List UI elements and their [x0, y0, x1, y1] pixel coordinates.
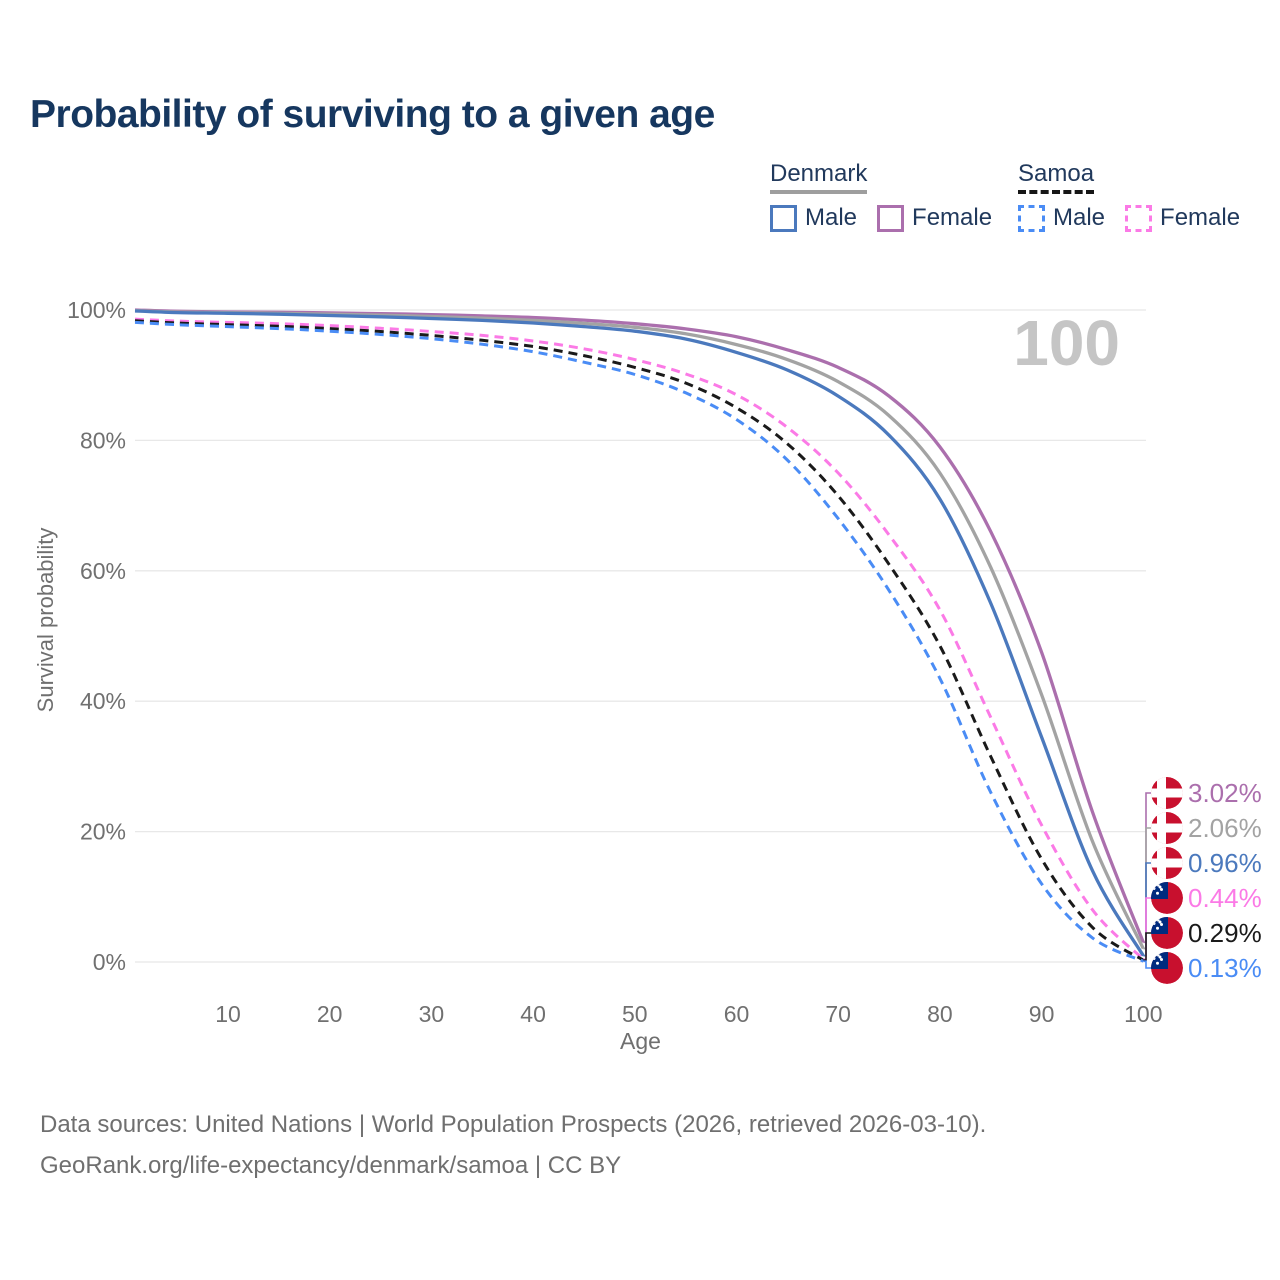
end-connector — [1143, 897, 1151, 960]
denmark-male-swatch — [770, 204, 797, 232]
x-tick-label: 60 — [724, 1001, 750, 1027]
legend-item-samoa-male[interactable]: Male — [1018, 204, 1105, 232]
legend-item-samoa-female[interactable]: Female — [1125, 204, 1240, 232]
denmark-female-swatch — [877, 204, 905, 232]
curve-samoa-both-sexes — [134, 319, 1145, 962]
y-tick-label: 20% — [80, 819, 126, 845]
footer: Data sources: United Nations | World Pop… — [40, 1104, 986, 1186]
legend-label-denmark-male: Male — [805, 204, 858, 231]
x-tick-label: 90 — [1029, 1001, 1055, 1027]
end-connector — [1143, 960, 1151, 969]
end-connector — [1143, 932, 1151, 961]
legend-country-samoa[interactable]: Samoa — [1018, 160, 1095, 194]
page-title: Probability of surviving to a given age — [30, 93, 715, 136]
end-value-label-samoa-female: 0.44% — [1188, 883, 1262, 913]
y-tick-label: 60% — [80, 558, 126, 584]
footer-attribution: GeoRank.org/life-expectancy/denmark/samo… — [40, 1152, 622, 1179]
y-tick-label: 100% — [67, 297, 126, 323]
legend-label-samoa-female: Female — [1160, 204, 1241, 231]
end-value-label-samoa-both-sexes: 0.29% — [1188, 918, 1262, 948]
denmark-flag-icon — [1151, 812, 1183, 844]
y-tick-label: 40% — [80, 688, 126, 714]
end-value-label-samoa-male: 0.13% — [1188, 953, 1262, 983]
legend-label-samoa-male: Male — [1053, 204, 1106, 231]
y-tick-label: 80% — [80, 427, 126, 453]
end-value-label-denmark-both-sexes: 2.06% — [1188, 813, 1262, 843]
samoa-female-swatch — [1125, 204, 1153, 232]
end-value-label-denmark-female: 3.02% — [1188, 778, 1262, 808]
x-tick-label: 100 — [1124, 1001, 1162, 1027]
footer-data-sources: Data sources: United Nations | World Pop… — [40, 1111, 987, 1138]
legend-label-denmark-female: Female — [912, 204, 993, 231]
denmark-flag-icon — [1151, 847, 1183, 879]
x-tick-label: 40 — [520, 1001, 546, 1027]
x-tick-label: 10 — [215, 1001, 241, 1027]
x-tick-label: 50 — [622, 1001, 648, 1027]
samoa-male-swatch — [1018, 204, 1045, 232]
curve-samoa-male — [134, 320, 1144, 963]
end-value-label-denmark-male: 0.96% — [1188, 848, 1262, 878]
legend-country-denmark[interactable]: Denmark — [770, 160, 868, 194]
curve-samoa-female — [134, 317, 1145, 961]
plot-area[interactable] — [135, 310, 1146, 962]
legend-group-samoa: Samoa Male Female — [1018, 160, 1240, 232]
x-axis-label: Age — [620, 1028, 661, 1054]
x-tick-label: 70 — [825, 1001, 851, 1027]
curve-denmark-male — [134, 309, 1145, 957]
hover-x-value-watermark: 100 — [1013, 307, 1120, 379]
legend-item-denmark-female[interactable]: Female — [877, 204, 992, 232]
legend-group-denmark: Denmark Male Female — [770, 160, 992, 232]
x-tick-label: 30 — [419, 1001, 445, 1027]
legend-item-denmark-male[interactable]: Male — [770, 204, 857, 232]
samoa-flag-icon — [1151, 917, 1183, 949]
samoa-flag-icon — [1151, 952, 1183, 984]
samoa-flag-icon — [1151, 882, 1183, 914]
x-tick-label: 80 — [927, 1001, 953, 1027]
y-tick-label: 0% — [93, 949, 126, 975]
denmark-flag-icon — [1151, 777, 1183, 809]
x-tick-label: 20 — [317, 1001, 343, 1027]
